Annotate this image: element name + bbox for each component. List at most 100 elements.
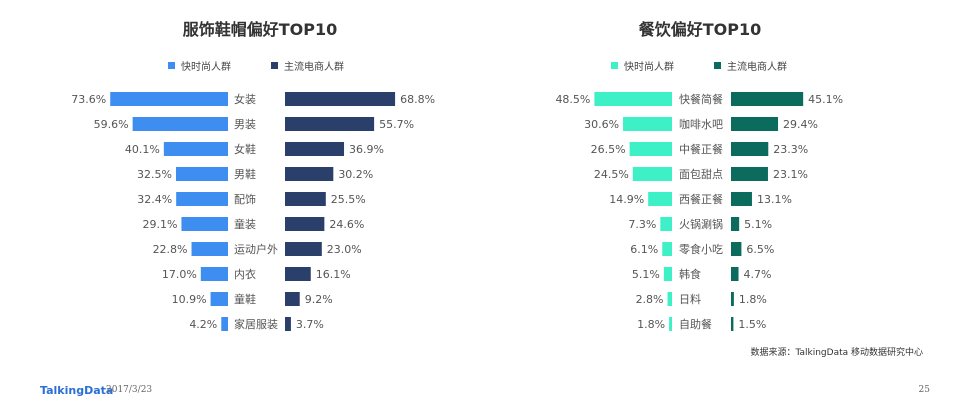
category-label-dining: 韩食 — [679, 267, 701, 281]
bar-dining-right — [731, 292, 734, 306]
data-label-apparel-right: 16.1% — [316, 268, 351, 281]
data-label-dining-right: 23.3% — [773, 143, 808, 156]
data-label-dining-right: 5.1% — [744, 218, 772, 231]
legend-item-fast-fashion: 快时尚人群 — [168, 58, 231, 73]
data-label-apparel-right: 9.2% — [305, 293, 333, 306]
category-label-dining: 咖啡水吧 — [679, 117, 723, 131]
bar-dining-left — [594, 92, 672, 106]
bar-apparel-left — [210, 292, 228, 306]
legend-label: 快时尚人群 — [624, 62, 674, 73]
bar-apparel-left — [221, 317, 228, 331]
data-label-dining-right: 23.1% — [773, 168, 808, 181]
legend-label: 主流电商人群 — [727, 62, 787, 73]
legend-item-fast-fashion: 快时尚人群 — [611, 58, 674, 73]
data-label-dining-right: 45.1% — [808, 93, 843, 106]
data-label-apparel-left: 10.9% — [172, 293, 207, 306]
bar-apparel-right — [285, 92, 396, 106]
bar-dining-right — [731, 317, 734, 331]
data-label-dining-right: 4.7% — [744, 268, 772, 281]
data-label-apparel-left: 59.6% — [94, 118, 129, 131]
data-label-dining-right: 29.4% — [783, 118, 818, 131]
category-label-apparel: 男鞋 — [234, 167, 256, 181]
bar-apparel-right — [285, 217, 325, 231]
category-label-dining: 面包甜点 — [679, 168, 723, 181]
data-label-dining-left: 7.3% — [628, 218, 656, 231]
legend-swatch — [611, 62, 618, 69]
data-label-apparel-left: 17.0% — [162, 268, 197, 281]
data-label-dining-right: 1.5% — [738, 318, 766, 331]
data-label-apparel-left: 4.2% — [189, 318, 217, 331]
chart-title-dining: 餐饮偏好TOP10 — [638, 20, 762, 39]
bar-dining-left — [648, 192, 672, 206]
data-label-apparel-right: 25.5% — [331, 193, 366, 206]
data-label-apparel-right: 55.7% — [379, 118, 414, 131]
bar-apparel-left — [176, 167, 228, 181]
data-label-apparel-left: 29.1% — [142, 218, 177, 231]
data-label-apparel-right: 30.2% — [338, 168, 373, 181]
chart-title-apparel: 服饰鞋帽偏好TOP10 — [182, 20, 338, 39]
bar-dining-left — [662, 242, 672, 256]
bar-dining-right — [731, 267, 739, 281]
bar-apparel-left — [163, 142, 228, 156]
bar-dining-right — [731, 117, 779, 131]
bar-dining-right — [731, 242, 742, 256]
category-label-dining: 日料 — [679, 292, 701, 306]
bar-dining-left — [660, 217, 672, 231]
brand-logo: TalkingData — [40, 384, 114, 397]
bar-dining-right — [731, 217, 740, 231]
bar-dining-right — [731, 92, 804, 106]
data-label-apparel-left: 32.5% — [137, 168, 172, 181]
data-label-dining-left: 26.5% — [591, 143, 626, 156]
bar-apparel-left — [132, 117, 228, 131]
data-source-note: 数据来源：TalkingData 移动数据研究中心 — [750, 348, 923, 358]
data-label-apparel-left: 40.1% — [125, 143, 160, 156]
legend-apparel: 快时尚人群 主流电商人群 — [168, 58, 384, 73]
data-label-apparel-left: 73.6% — [71, 93, 106, 106]
legend-swatch — [271, 62, 278, 69]
legend-swatch — [714, 62, 721, 69]
legend-label: 快时尚人群 — [181, 62, 231, 73]
category-label-dining: 火锅涮锅 — [679, 218, 723, 231]
bar-dining-left — [663, 267, 672, 281]
bar-apparel-left — [181, 217, 228, 231]
legend-dining: 快时尚人群 主流电商人群 — [611, 58, 827, 73]
bar-apparel-left — [176, 192, 228, 206]
data-label-dining-left: 48.5% — [555, 93, 590, 106]
category-label-apparel: 家居服装 — [234, 317, 278, 331]
page-number: 25 — [918, 385, 930, 395]
category-label-apparel: 配饰 — [234, 192, 256, 206]
bar-apparel-left — [200, 267, 228, 281]
bar-dining-right — [731, 167, 768, 181]
bar-apparel-right — [285, 267, 311, 281]
category-label-apparel: 童装 — [234, 217, 256, 231]
data-label-dining-left: 14.9% — [609, 193, 644, 206]
data-label-dining-left: 6.1% — [630, 243, 658, 256]
bar-apparel-right — [285, 242, 322, 256]
category-label-apparel: 运动户外 — [234, 242, 278, 256]
bar-dining-left — [632, 167, 672, 181]
category-label-dining: 零食小吃 — [679, 242, 723, 256]
legend-item-mainstream: 主流电商人群 — [271, 58, 344, 73]
data-label-dining-left: 30.6% — [584, 118, 619, 131]
category-label-apparel: 女装 — [234, 92, 256, 106]
category-label-apparel: 女鞋 — [234, 142, 256, 156]
bar-apparel-left — [191, 242, 228, 256]
bar-dining-left — [669, 317, 672, 331]
bar-apparel-right — [285, 292, 300, 306]
bar-apparel-right — [285, 192, 326, 206]
category-label-apparel: 内衣 — [234, 267, 256, 281]
legend-label: 主流电商人群 — [284, 62, 344, 73]
data-label-apparel-left: 22.8% — [153, 243, 188, 256]
legend-item-mainstream: 主流电商人群 — [714, 58, 787, 73]
bar-dining-left — [623, 117, 672, 131]
category-label-dining: 自助餐 — [679, 317, 712, 331]
bar-dining-right — [731, 192, 752, 206]
bar-apparel-right — [285, 142, 345, 156]
legend-swatch — [168, 62, 175, 69]
bar-apparel-left — [110, 92, 228, 106]
data-label-dining-left: 5.1% — [632, 268, 660, 281]
bar-dining-left — [629, 142, 672, 156]
data-label-dining-right: 1.8% — [739, 293, 767, 306]
category-label-apparel: 男装 — [234, 118, 256, 131]
